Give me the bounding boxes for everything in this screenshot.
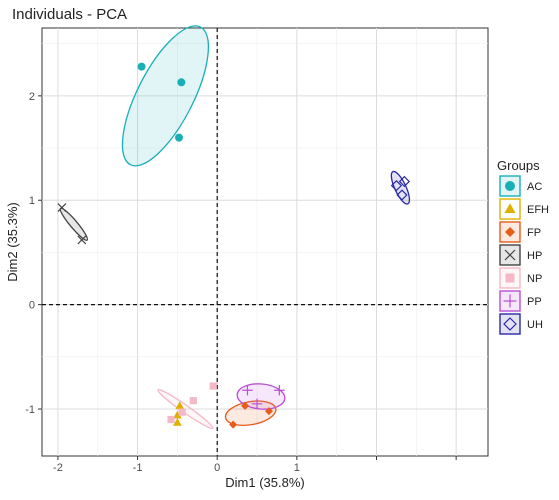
legend-label-pp: PP xyxy=(527,296,542,308)
point-ac xyxy=(174,133,183,142)
legend-label-uh: UH xyxy=(527,319,543,331)
point-uh xyxy=(396,189,408,201)
y-axis-label: Dim2 (35.3%) xyxy=(5,202,20,281)
point-np xyxy=(167,415,175,424)
point-ac xyxy=(137,62,146,71)
legend-label-fp: FP xyxy=(527,227,541,239)
y-tick-label: 2 xyxy=(29,91,35,103)
legend-key-uh xyxy=(499,313,521,335)
x-axis-ticks: -2 -1 0 1 xyxy=(53,456,457,474)
point-fp xyxy=(241,401,250,410)
legend-symbol-pp xyxy=(503,294,517,308)
y-tick-label: -1 xyxy=(25,404,35,416)
point-hp xyxy=(77,235,87,245)
ellipse-ac xyxy=(121,25,210,167)
point-pp xyxy=(251,398,263,410)
legend-title: Groups xyxy=(497,158,540,173)
y-tick-label: 1 xyxy=(29,195,35,207)
legend-item-pp: PP xyxy=(499,290,542,312)
point-fp xyxy=(229,420,238,429)
legend-item-fp: FP xyxy=(499,221,541,243)
legend-item-efh: EFH xyxy=(499,198,549,220)
point-np xyxy=(189,397,197,405)
point-efh xyxy=(172,417,182,426)
legend-item-np: NP xyxy=(499,267,542,289)
ellipse-fp xyxy=(224,400,277,426)
legend-symbol-ac xyxy=(505,181,515,191)
legend-symbol-uh xyxy=(503,317,517,331)
point-efh xyxy=(172,410,182,419)
legend-item-hp: HP xyxy=(499,244,542,266)
point-uh xyxy=(390,179,403,192)
legend-symbol-fp xyxy=(505,227,515,237)
point-pp xyxy=(242,385,253,396)
legend-item-uh: UH xyxy=(499,313,543,335)
concentration-ellipses xyxy=(59,25,411,430)
point-pp xyxy=(274,385,285,396)
grid-lines xyxy=(42,28,488,456)
x-axis-label: Dim1 (35.8%) xyxy=(225,475,304,490)
x-tick-label: -2 xyxy=(53,462,63,474)
data-points xyxy=(57,62,411,429)
reference-lines xyxy=(42,28,488,456)
legend-symbol-np xyxy=(505,273,515,283)
x-tick-label: 0 xyxy=(214,462,220,474)
legend-symbol-efh xyxy=(504,203,516,213)
point-ac xyxy=(177,78,186,87)
legend-label-efh: EFH xyxy=(527,204,549,216)
y-tick-label: 0 xyxy=(29,300,35,312)
legend-label-np: NP xyxy=(527,273,542,285)
legend-item-ac: AC xyxy=(499,175,542,197)
point-np xyxy=(209,382,217,390)
point-np xyxy=(178,408,186,416)
y-axis-ticks: -1 0 1 2 xyxy=(25,91,42,416)
x-tick-label: -1 xyxy=(133,462,143,474)
point-fp xyxy=(264,407,273,416)
x-tick-label: 1 xyxy=(294,462,300,474)
legend-symbol-hp xyxy=(504,249,516,261)
chart-title: Individuals - PCA xyxy=(12,6,127,23)
legend-label-ac: AC xyxy=(527,181,542,193)
legend-label-hp: HP xyxy=(527,250,542,262)
legend: AC EFH FP HP NP PP UH xyxy=(499,175,549,335)
point-uh xyxy=(398,175,411,188)
point-hp xyxy=(57,203,67,212)
point-efh xyxy=(175,401,185,410)
